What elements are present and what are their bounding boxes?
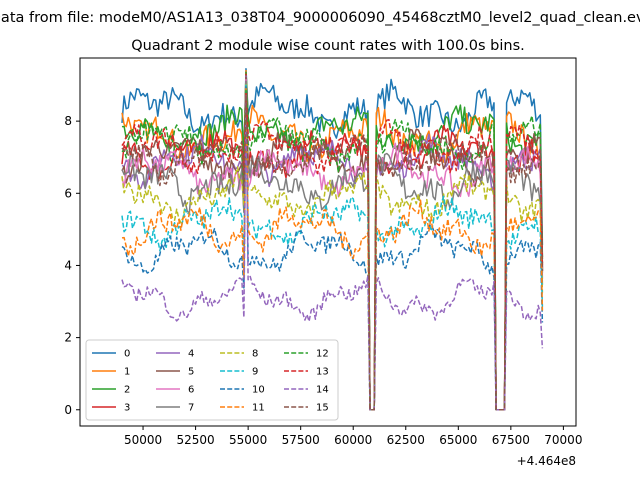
x-tick-label: 67500 <box>492 433 530 447</box>
series-line-11 <box>121 87 544 411</box>
plot-frame <box>79 57 577 427</box>
series-line-10 <box>121 86 544 411</box>
y-axis: 0 2 4 6 8 <box>64 114 80 417</box>
legend-label: 13 <box>316 367 329 378</box>
legend-label: 5 <box>188 367 194 378</box>
legend-label: 9 <box>252 367 258 378</box>
series-line-6 <box>121 78 544 411</box>
legend-label: 3 <box>124 403 130 414</box>
chart-title: Quadrant 2 module wise count rates with … <box>131 38 525 54</box>
y-tick-label: 4 <box>64 258 72 272</box>
legend-label: 14 <box>316 385 329 396</box>
legend-label: 11 <box>252 403 265 414</box>
legend-label: 7 <box>188 403 194 414</box>
legend-label: 1 <box>124 367 130 378</box>
legend-label: 8 <box>252 349 258 360</box>
x-tick-label: 52500 <box>176 433 214 447</box>
legend-label: 0 <box>124 349 130 360</box>
legend-box <box>85 339 339 421</box>
y-tick-label: 8 <box>64 114 72 128</box>
legend-label: 15 <box>316 403 329 414</box>
x-tick-label: 62500 <box>387 433 425 447</box>
series-line-7 <box>121 80 544 411</box>
series-line-13 <box>121 91 544 411</box>
legend-label: 6 <box>188 385 194 396</box>
series-line-3 <box>121 73 544 411</box>
x-tick-label: 57500 <box>282 433 320 447</box>
y-tick-label: 0 <box>64 403 72 417</box>
series-line-15 <box>121 95 544 411</box>
legend-label: 12 <box>316 349 329 360</box>
figure-suptitle: Data from file: modeM0/AS1A13_038T04_900… <box>0 10 640 26</box>
series-layer <box>121 68 544 411</box>
legend-label: 2 <box>124 385 130 396</box>
x-tick-label: 55000 <box>229 433 267 447</box>
x-tick-label: 50000 <box>124 433 162 447</box>
x-tick-label: 65000 <box>439 433 477 447</box>
x-tick-label: 60000 <box>334 433 372 447</box>
series-line-8 <box>121 82 544 411</box>
x-axis: 50000 52500 55000 57500 60000 62500 65000 67500… <box>124 426 582 447</box>
x-offset-label: +4.464e8 <box>517 454 576 468</box>
y-tick-label: 6 <box>64 186 72 200</box>
legend-label: 4 <box>188 349 194 360</box>
x-tick-label: 70000 <box>544 433 582 447</box>
y-tick-label: 2 <box>64 331 72 345</box>
legend-label: 10 <box>252 385 265 396</box>
